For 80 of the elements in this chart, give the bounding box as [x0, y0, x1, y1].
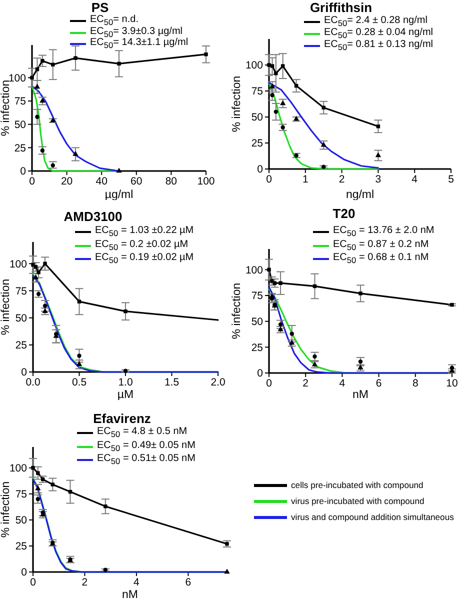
y-tick-label: 75: [15, 285, 28, 298]
y-axis-title: % infection: [231, 282, 244, 340]
legend-label: cells pre-incubated with compound: [291, 479, 424, 491]
x-tick-label: 1: [302, 173, 308, 186]
legend-label: EC$_{50}$= 0.28 ± 0.04 ng/ml: [324, 27, 433, 40]
y-tick-label: 100: [9, 462, 28, 475]
x-tick-label: 4: [134, 576, 140, 588]
x-tick-label: 5: [448, 173, 454, 186]
y-tick-label: 100: [245, 264, 264, 276]
y-tick-label: 75: [251, 290, 264, 302]
x-tick-label: 40: [96, 175, 108, 188]
x-axis-title: nM: [122, 589, 138, 600]
y-tick-label: 0: [257, 164, 264, 176]
x-tick-label: 60: [130, 175, 142, 188]
y-tick-label: 25: [251, 342, 264, 354]
y-tick-label: 25: [15, 540, 28, 553]
legend-label: EC$_{50}$= 2.4 ± 0.28 ng/ml: [324, 15, 428, 28]
y-tick-label: 50: [15, 514, 28, 527]
y-tick-label: 100: [245, 60, 264, 72]
y-tick-label: 75: [251, 86, 264, 98]
x-tick-label: 3: [375, 173, 382, 186]
y-tick-label: 0: [21, 366, 28, 379]
x-tick-label: 4: [339, 377, 346, 390]
legend-label: EC$_{50}$= n.d.: [90, 14, 138, 27]
x-tick-label: 0.5: [72, 376, 87, 388]
y-axis-title: % infection: [0, 278, 12, 336]
legend-label: EC$_{50}$= 0.81 ± 0.13 ng/ml: [324, 39, 433, 53]
x-tick-label: 1.0: [118, 376, 133, 388]
y-tick-label: 50: [15, 312, 28, 325]
y-tick-label: 25: [251, 138, 264, 150]
legend-label: EC$_{50}$= 3.9±0.3 µg/ml: [90, 26, 183, 38]
x-tick-label: 10: [446, 377, 458, 390]
x-tick-label: 0.0: [26, 376, 40, 388]
legend-label: EC$_{50}$= 14.3±1.1 µg/ml: [90, 37, 188, 51]
y-tick-label: 25: [15, 340, 28, 352]
legend-label: virus and compound addition simultaneous: [291, 511, 454, 523]
chart-title: AMD3100: [62, 209, 124, 225]
y-tick-label: 50: [14, 119, 26, 132]
legend-label: EC$_{50}$ = 0.49± 0.05 nM: [97, 440, 196, 454]
y-tick-label: 0: [257, 368, 264, 380]
x-axis-title: nM: [352, 389, 368, 401]
x-tick-label: 100: [197, 175, 215, 188]
x-tick-label: 0: [266, 377, 272, 390]
chart-title: Efavirenz: [92, 411, 152, 427]
x-tick-label: 6: [376, 377, 382, 390]
x-tick-label: 0: [29, 175, 36, 188]
legend-label: EC$_{50}$ = 0.87 ± 0.2 nM: [333, 238, 429, 252]
x-tick-label: 20: [60, 175, 73, 188]
legend-label: EC$_{50}$ = 0.51± 0.05 nM: [97, 453, 196, 467]
legend-label: EC$_{50}$ = 1.03 ±0.22 µM: [95, 225, 194, 239]
x-tick-label: 2: [302, 377, 309, 390]
x-tick-label: 8: [412, 377, 418, 390]
y-axis-title: % infection: [0, 481, 12, 538]
x-tick-label: 6: [185, 576, 192, 588]
x-tick-label: 80: [165, 175, 178, 188]
y-tick-label: 0: [21, 566, 28, 579]
x-tick-label: 2: [338, 173, 345, 186]
y-axis-title: % infection: [231, 76, 244, 132]
x-tick-label: 4: [412, 173, 418, 186]
chart-title: T20: [332, 206, 356, 222]
legend-label: EC$_{50}$ = 13.76 ± 2.0 nM: [333, 225, 434, 239]
x-tick-label: 1.5: [164, 376, 180, 388]
x-tick-label: 2: [82, 576, 88, 588]
chart-title: PS: [91, 0, 109, 15]
x-tick-label: 0: [30, 576, 36, 588]
x-tick-label: 2.0: [210, 376, 226, 388]
y-tick-label: 50: [251, 112, 264, 124]
y-tick-label: 75: [14, 96, 26, 108]
legend-label: EC$_{50}$ = 0.19 ±0.02 µM: [95, 252, 194, 266]
legend-label: EC$_{50}$ = 4.8 ± 0.5 nM: [97, 426, 188, 440]
y-tick-label: 50: [251, 316, 264, 328]
y-tick-label: 100: [9, 258, 28, 270]
legend-label: EC$_{50}$ = 0.68 ± 0.1 nM: [333, 252, 429, 266]
y-tick-label: 100: [8, 72, 26, 84]
y-tick-label: 25: [14, 142, 26, 154]
y-tick-label: 75: [15, 488, 28, 501]
x-tick-label: 0: [266, 173, 272, 186]
legend-label: EC$_{50}$ = 0.2 ±0.02 µM: [95, 238, 188, 252]
chart-title: Griffithsin: [308, 0, 374, 16]
legend-label: virus pre-incubated with compound: [291, 495, 424, 507]
